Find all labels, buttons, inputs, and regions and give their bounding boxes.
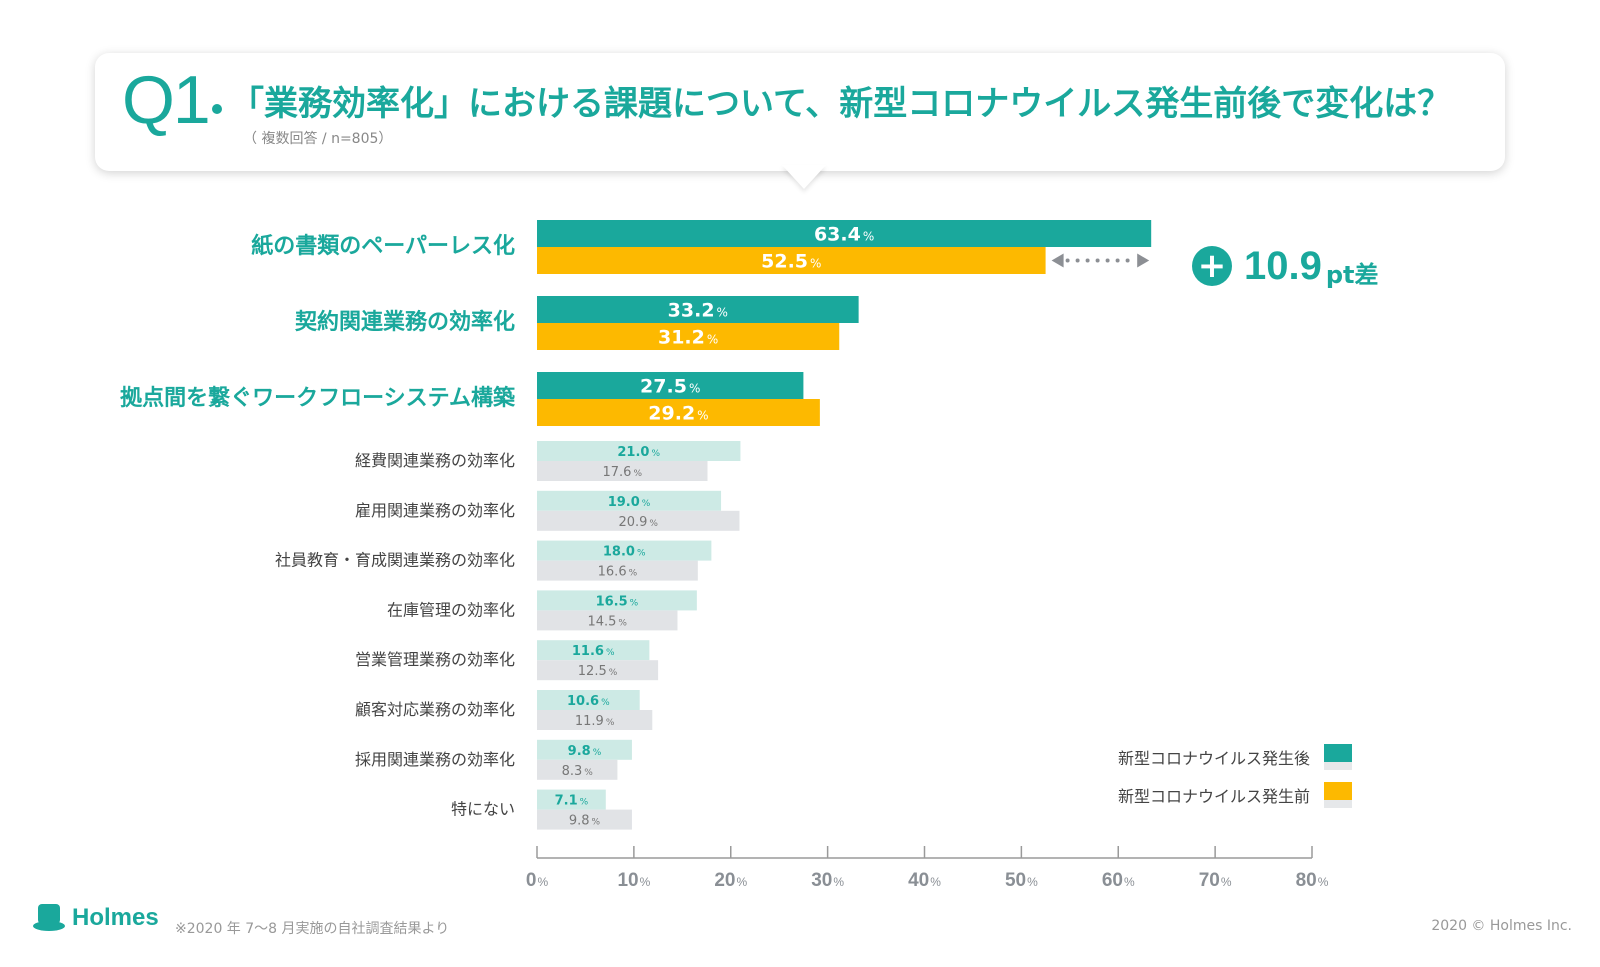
data-label-before: 16.6% — [598, 565, 638, 580]
bar-before — [537, 510, 740, 531]
bar-before — [537, 323, 840, 350]
data-label-after: 21.0% — [617, 445, 660, 460]
bar-after — [537, 690, 640, 710]
page-title: 「業務効率化」における課題について、新型コロナウイルス発生前後で変化は？ — [230, 84, 1452, 124]
x-tick-label: 10% — [617, 870, 650, 891]
category-label: 契約関連業務の効率化 — [294, 309, 515, 335]
bar-before — [537, 610, 678, 631]
copyright: 2020 © Holmes Inc. — [1431, 918, 1572, 934]
legend-label-before: 新型コロナウイルス発生前 — [1117, 787, 1310, 806]
data-label-after: 11.6% — [572, 644, 615, 659]
category-label: 紙の書類のペーパーレス化 — [251, 233, 515, 259]
bar-after — [537, 372, 804, 399]
holmes-logo: Holmes — [32, 902, 159, 934]
bar-after — [537, 640, 650, 661]
bar-before — [537, 710, 653, 730]
difference-unit: pt差 — [1325, 260, 1379, 289]
bar-before — [537, 247, 1046, 274]
data-label-before: 20.9% — [618, 515, 658, 530]
x-tick-label: 40% — [908, 870, 941, 891]
legend-item-before: 新型コロナウイルス発生前 — [1090, 778, 1352, 812]
data-label-after: 27.5% — [640, 376, 700, 398]
x-tick-label: 30% — [811, 870, 844, 891]
bar-after — [537, 789, 606, 810]
x-tick-label: 20% — [714, 870, 747, 891]
category-label: 営業管理業務の効率化 — [355, 650, 515, 669]
data-label-before: 12.5% — [578, 664, 618, 679]
data-label-after: 10.6% — [567, 694, 610, 709]
data-label-before: 29.2% — [648, 403, 708, 425]
category-label: 経費関連業務の効率化 — [355, 451, 515, 470]
difference-value: 10.9 — [1244, 243, 1322, 288]
data-label-after: 18.0% — [603, 545, 646, 560]
arrow-left-icon — [1051, 253, 1064, 268]
x-tick-label: 0% — [526, 870, 549, 891]
question-number: Q1 — [122, 62, 211, 138]
plus-icon: + — [1192, 246, 1232, 286]
top-hat-icon — [32, 902, 66, 934]
bar-before — [537, 809, 632, 830]
legend-item-after: 新型コロナウイルス発生後 — [1090, 740, 1352, 774]
arrow-right-icon — [1137, 253, 1150, 268]
legend-label-after: 新型コロナウイルス発生後 — [1117, 749, 1310, 768]
logo-text: Holmes — [72, 904, 159, 931]
data-label-after: 9.8% — [568, 744, 602, 759]
bar-after — [537, 590, 697, 611]
data-label-after: 16.5% — [596, 594, 639, 609]
category-label: 拠点間を繋ぐワークフローシステム構築 — [120, 385, 516, 411]
x-tick-label: 50% — [1005, 870, 1038, 891]
title-card — [95, 53, 1505, 171]
title-card-pointer — [782, 165, 826, 189]
data-label-before: 9.8% — [569, 814, 601, 829]
data-label-before: 14.5% — [587, 614, 627, 629]
data-label-after: 33.2% — [668, 300, 728, 322]
data-label-after: 19.0% — [608, 495, 651, 510]
category-label: 採用関連業務の効率化 — [355, 750, 515, 769]
bar-before — [537, 660, 659, 681]
data-label-after: 63.4% — [814, 224, 874, 246]
data-label-before: 11.9% — [575, 714, 615, 729]
x-tick-label: 60% — [1102, 870, 1135, 891]
category-label: 雇用関連業務の効率化 — [355, 501, 515, 520]
bar-before — [537, 461, 708, 481]
bar-after — [537, 540, 712, 561]
footnote: ※2020 年 7〜8 月実施の自社調査結果より — [175, 921, 450, 937]
legend: 新型コロナウイルス発生後 新型コロナウイルス発生前 — [1090, 740, 1352, 816]
bar-before — [537, 399, 820, 426]
data-label-before: 17.6% — [602, 465, 642, 480]
data-label-before: 52.5% — [761, 251, 821, 273]
question-number-dot — [212, 104, 222, 114]
bar-before — [537, 759, 618, 780]
difference-callout: + 10.9 pt差 — [1192, 241, 1379, 291]
bar-after — [537, 220, 1152, 247]
category-label: 社員教育・育成関連業務の効率化 — [275, 551, 515, 570]
data-label-before: 31.2% — [658, 327, 718, 349]
legend-swatch-after — [1324, 744, 1352, 770]
x-tick-label: 70% — [1199, 870, 1232, 891]
data-label-before: 8.3% — [562, 764, 594, 779]
x-tick-label: 80% — [1296, 870, 1329, 891]
legend-swatch-before — [1324, 782, 1352, 808]
category-label: 特にない — [451, 800, 515, 819]
category-label: 顧客対応業務の効率化 — [355, 700, 515, 719]
bar-after — [537, 490, 722, 511]
bar-after — [537, 441, 741, 461]
data-label-after: 7.1% — [555, 794, 589, 809]
page-subtitle: （ 複数回答 / n=805） — [243, 131, 393, 147]
bar-after — [537, 296, 859, 323]
bar-after — [537, 739, 632, 760]
bar-before — [537, 560, 698, 581]
category-label: 在庫管理の効率化 — [387, 600, 515, 619]
